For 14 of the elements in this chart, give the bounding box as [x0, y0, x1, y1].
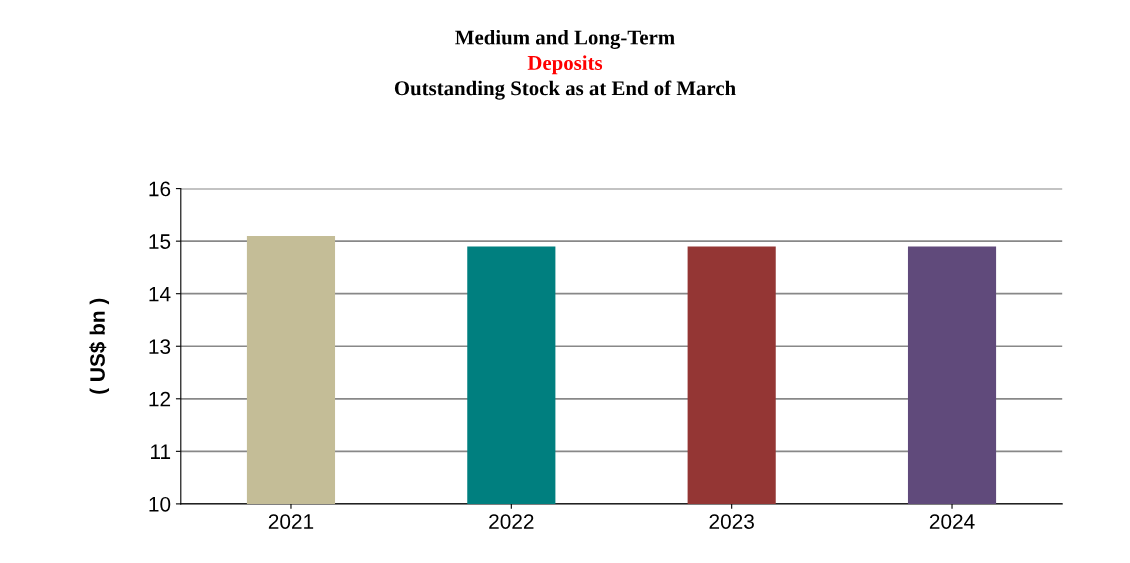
x-tick-label: 2022	[489, 514, 534, 529]
y-tick-label: 10	[149, 496, 171, 512]
chart-title: Medium and Long-Term Deposits	[455, 29, 675, 75]
y-tick-label: 13	[149, 339, 171, 354]
y-tick-label: 16	[149, 181, 171, 197]
y-tick-label: 12	[149, 391, 171, 407]
y-tick-label: 15	[149, 234, 171, 249]
y-tick-label: 11	[151, 444, 171, 459]
y-tick-label: 14	[149, 286, 171, 302]
chart-subtitle: Outstanding Stock as at End of March	[394, 80, 736, 100]
x-tick-label: 2024	[929, 514, 975, 529]
y-axis-title: ( US$ bn )	[89, 298, 110, 394]
x-tick-label: 2023	[709, 514, 754, 529]
x-tick-label: 2021	[268, 514, 314, 529]
